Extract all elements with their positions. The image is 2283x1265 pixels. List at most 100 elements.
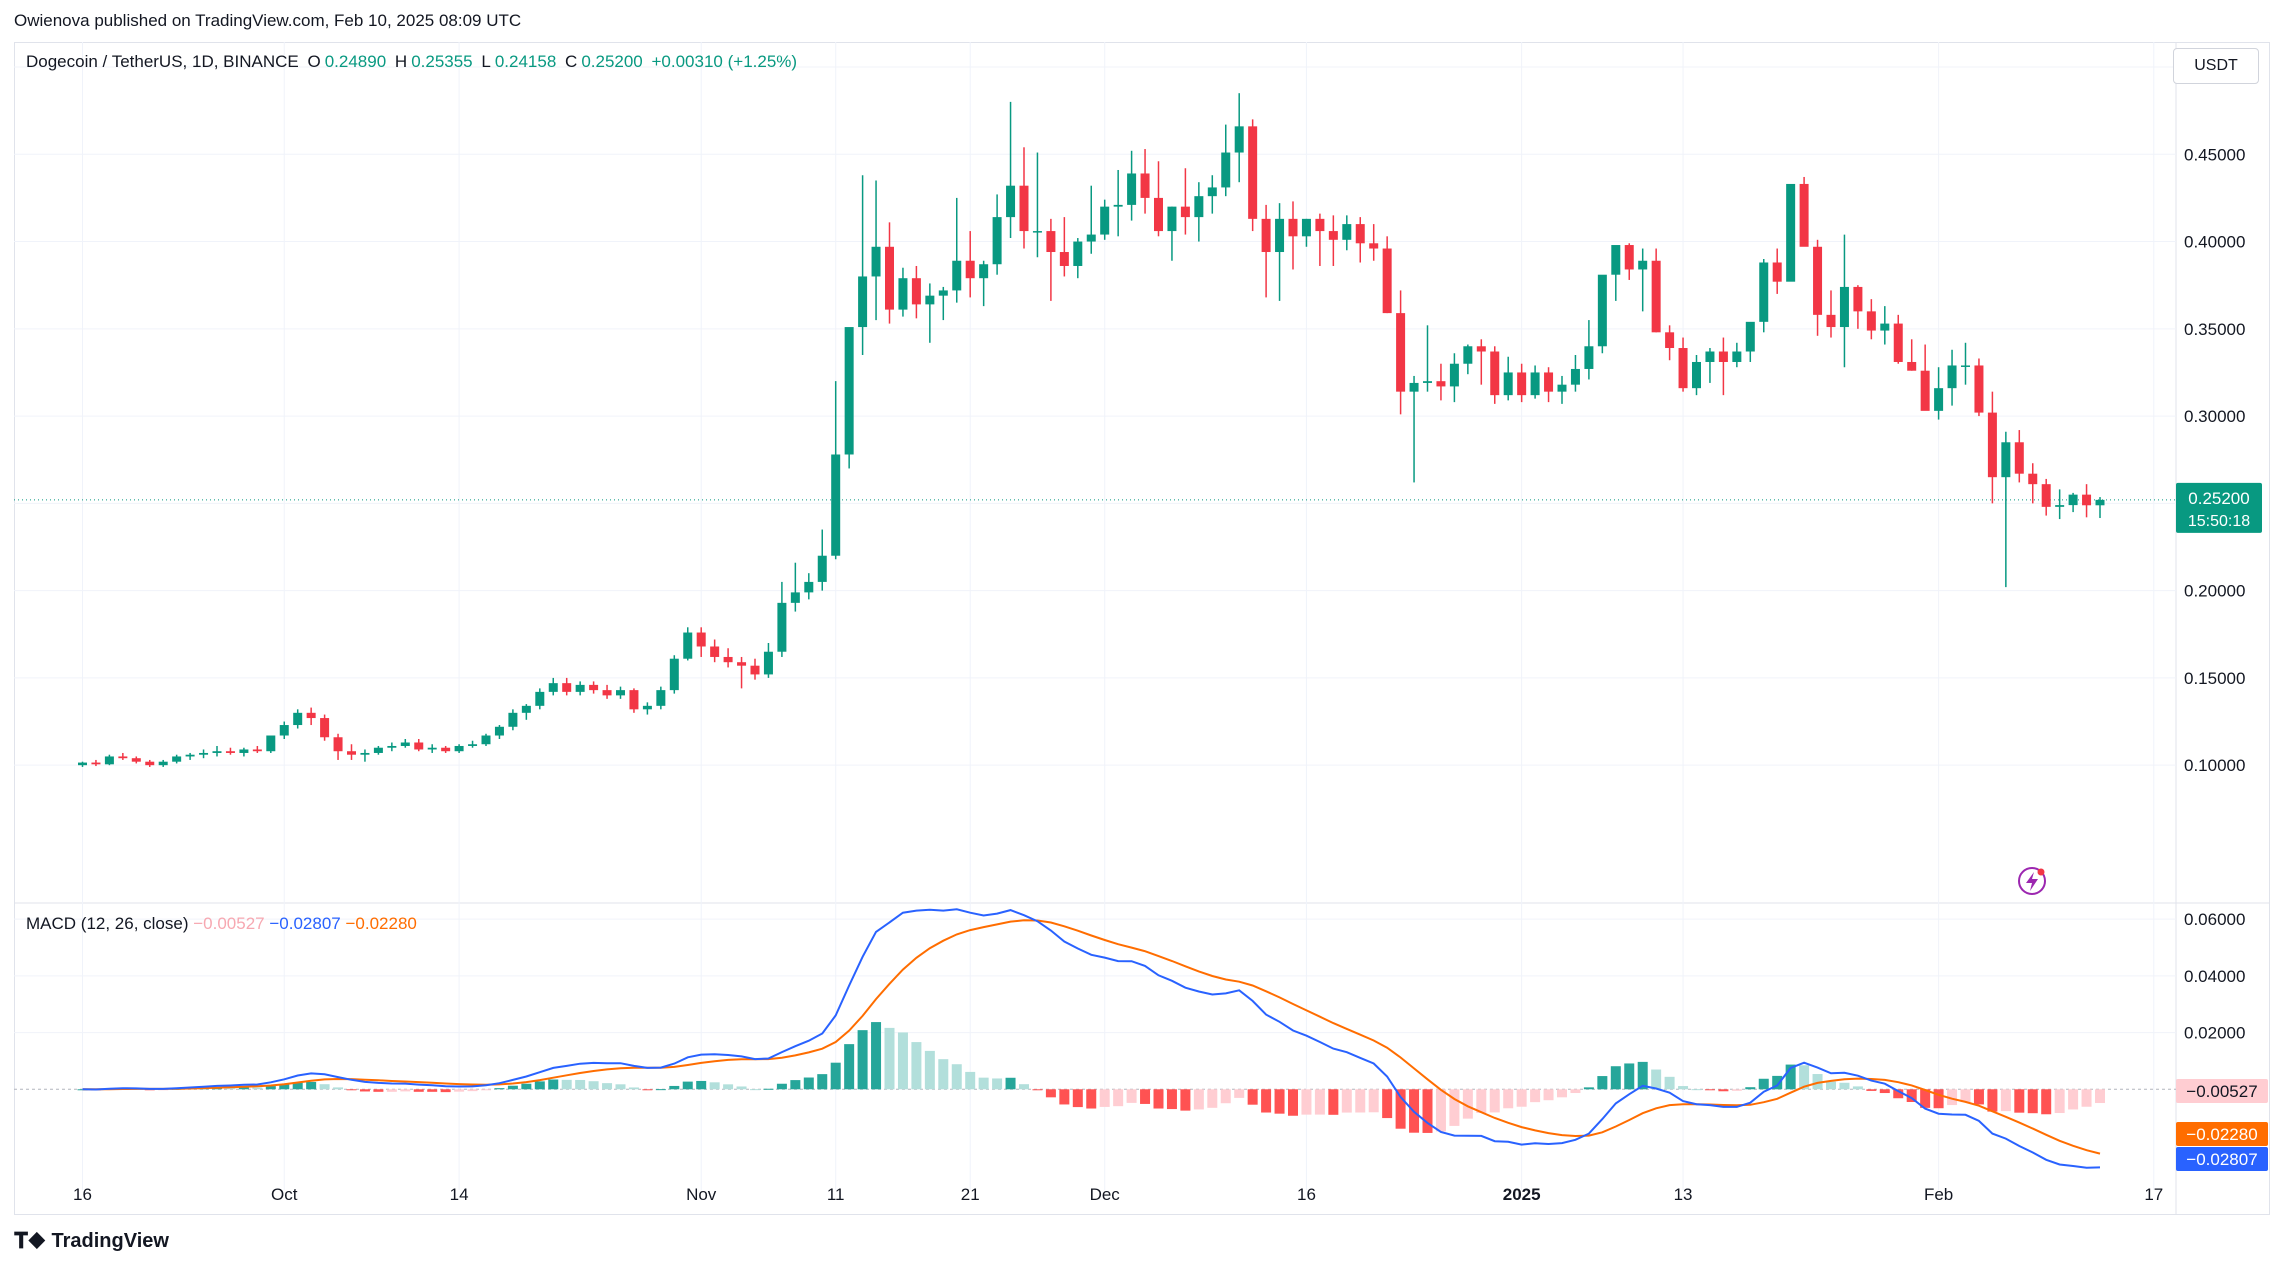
macd-hist-tag-value: −0.00527: [2186, 1082, 2257, 1101]
candle-body: [1342, 224, 1352, 240]
candle-body: [1073, 241, 1083, 266]
macd-histogram-bar: [481, 1089, 491, 1091]
macd-histogram-bar: [1704, 1089, 1715, 1091]
macd-histogram-bar: [359, 1089, 370, 1092]
high-value: 0.25355: [411, 52, 473, 71]
footer-brand[interactable]: 𝐓◆ TradingView: [14, 1228, 169, 1254]
macd-histogram-bar: [1557, 1089, 1567, 1098]
candle-body: [1638, 260, 1648, 270]
candle-body: [911, 278, 921, 305]
macd-histogram-bar: [1395, 1089, 1406, 1129]
notification-dot-icon: [2037, 868, 2045, 876]
macd-histogram-bar: [871, 1022, 882, 1090]
macd-tick-label: 0.06000: [2184, 910, 2245, 929]
candle-body: [1194, 196, 1204, 218]
macd-histogram-bar: [252, 1087, 263, 1090]
candle-body: [1934, 388, 1944, 411]
macd-histogram-bar: [2068, 1089, 2079, 1110]
candle-body: [790, 592, 800, 603]
macd-histogram-bar: [938, 1059, 949, 1090]
price-tick-label: 0.10000: [2184, 756, 2245, 775]
macd-histogram-bar: [1893, 1089, 1904, 1099]
candle-body: [199, 752, 209, 755]
time-tick-label: 2025: [1503, 1185, 1541, 1204]
macd-histogram-bar: [1368, 1089, 1379, 1113]
macd-histogram-bar: [1288, 1089, 1298, 1116]
candle-body: [1961, 365, 1970, 367]
change-value: +0.00310 (+1.25%): [651, 52, 798, 71]
macd-histogram-bar: [319, 1084, 330, 1090]
macd-histogram-bar: [1583, 1087, 1594, 1090]
candle-body: [212, 751, 222, 753]
candle-body: [1396, 313, 1406, 392]
macd-histogram-bar: [1812, 1074, 1823, 1090]
macd-histogram-bar: [346, 1089, 357, 1091]
macd-histogram-bar: [1019, 1084, 1029, 1090]
macd-histogram-bar: [1785, 1064, 1796, 1090]
candle-body: [266, 735, 276, 752]
time-axis: 16 Oct 14 Nov 11 21 Dec 16 2025 13 Feb 17: [73, 1185, 2163, 1204]
macd-histogram-bar: [1799, 1065, 1810, 1090]
macd-histogram-bar: [1772, 1075, 1783, 1090]
candle-body: [2001, 442, 2011, 478]
candle-body: [1853, 286, 1863, 312]
time-tick-label: 11: [827, 1185, 845, 1204]
low-label: L: [481, 52, 491, 71]
candle-body: [1301, 218, 1311, 237]
candle-body: [414, 742, 424, 750]
candle-body: [965, 260, 975, 279]
macd-histogram-bar: [1745, 1087, 1756, 1090]
macd-histogram-bar: [265, 1086, 276, 1090]
macd-histogram-bar: [1422, 1089, 1433, 1133]
price-tick-label: 0.45000: [2184, 145, 2245, 164]
candle-body: [548, 683, 558, 692]
candle-body: [225, 751, 235, 753]
candle-body: [1449, 363, 1459, 387]
candle-body: [763, 651, 773, 675]
macd-histogram-bar: [333, 1087, 344, 1090]
candle-body: [1678, 348, 1688, 389]
macd-histogram-bar: [1086, 1089, 1097, 1109]
macd-histogram-bar: [413, 1089, 424, 1092]
macd-histogram-bar: [427, 1089, 438, 1092]
candle-body: [293, 712, 303, 726]
candle-body: [2095, 499, 2105, 506]
macd-histogram-bar: [1610, 1066, 1621, 1090]
candle-body: [844, 327, 854, 455]
footer-brand-label: TradingView: [51, 1229, 169, 1252]
macd-histogram-bar: [1691, 1089, 1702, 1091]
candle-body: [642, 705, 652, 710]
macd-histogram-bar: [521, 1083, 532, 1090]
main-legend: Dogecoin / TetherUS, 1D, BINANCE O 0.2489…: [26, 52, 801, 72]
macd-histogram-bar: [2081, 1089, 2092, 1107]
candle-body: [898, 278, 908, 310]
macd-histogram-bar: [1664, 1076, 1675, 1090]
candle-body: [1530, 372, 1540, 396]
candle-body: [2082, 494, 2092, 506]
candle-body: [1207, 187, 1217, 197]
macd-histogram-bar: [1113, 1089, 1124, 1107]
macd-histogram-bar: [1476, 1089, 1487, 1113]
candle-body: [1826, 314, 1836, 328]
candle-body: [938, 290, 948, 296]
candle-body: [817, 555, 827, 582]
candle-body: [1436, 381, 1446, 387]
currency-button[interactable]: USDT: [2173, 48, 2259, 84]
macd-histogram-bar: [1489, 1089, 1500, 1113]
candle-body: [1570, 368, 1580, 385]
macd-histogram-bar: [857, 1030, 868, 1090]
candle-body: [589, 684, 599, 691]
macd-histogram-bar: [1126, 1089, 1137, 1103]
candle-body: [1423, 381, 1432, 383]
macd-histogram-bar: [1301, 1089, 1312, 1115]
macd-histogram-bar: [534, 1081, 545, 1090]
chart-frame[interactable]: [14, 42, 2270, 1215]
macd-histogram-bar: [1866, 1089, 1877, 1091]
macd-signal-line: [82, 919, 2101, 1155]
candle-body: [777, 602, 787, 652]
candle-body: [131, 758, 141, 762]
candle-body: [1880, 323, 1890, 331]
candle-body: [521, 705, 531, 713]
macd-histogram-bar: [454, 1089, 465, 1092]
